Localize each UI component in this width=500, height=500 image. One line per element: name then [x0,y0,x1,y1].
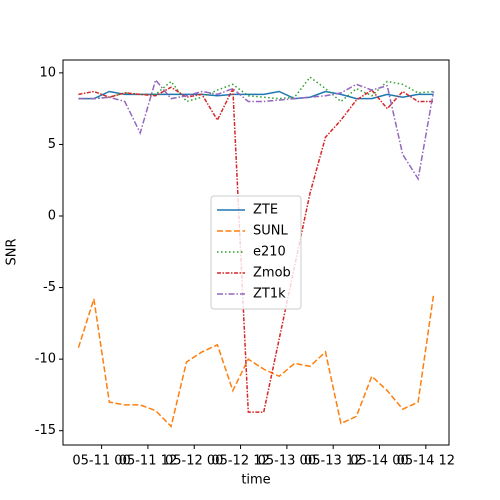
y-tick-label: -5 [43,280,56,295]
y-tick-label: -15 [35,423,56,438]
series-line [78,76,434,103]
x-tick-label: 05-13 00 [258,454,316,469]
y-tick-label: 10 [39,65,56,80]
plot-frame [62,59,450,446]
y-tick-label: 5 [48,137,56,152]
legend [210,195,302,310]
x-tick-label: 05-11 00 [72,454,130,469]
series-line [78,86,434,413]
series-line [78,78,435,181]
x-tick-label: 05-14 12 [397,454,455,469]
series-line [78,90,434,100]
y-tick-label: 0 [48,209,56,224]
x-tick-label: 05-12 00 [165,454,223,469]
x-tick-label: 05-11 12 [119,454,177,469]
x-tick-label: 05-13 12 [304,454,362,469]
legend-label: ZT1k [253,287,286,302]
series-line [77,294,435,428]
y-axis-label: SNR [5,238,20,265]
x-tick-label: 05-14 00 [350,454,408,469]
x-axis-label: time [241,473,270,488]
legend-label: SUNL [253,224,288,239]
legend-label: Zmob [253,266,291,281]
x-tick-label: 05-12 12 [211,454,269,469]
legend-label: ZTE [253,203,278,218]
y-tick-label: -10 [35,352,56,367]
legend-label: e210 [253,245,286,260]
